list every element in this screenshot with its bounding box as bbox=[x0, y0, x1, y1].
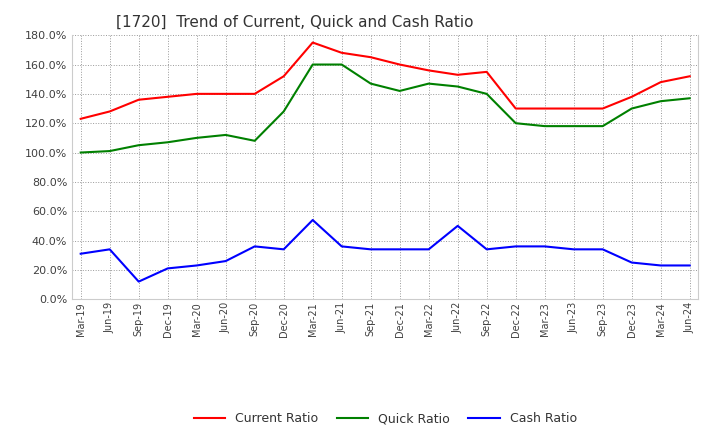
Cash Ratio bbox=[395, 247, 404, 252]
Current Ratio bbox=[395, 62, 404, 67]
Line: Quick Ratio: Quick Ratio bbox=[81, 65, 690, 153]
Quick Ratio bbox=[657, 99, 665, 104]
Quick Ratio bbox=[454, 84, 462, 89]
Quick Ratio bbox=[279, 109, 288, 114]
Line: Cash Ratio: Cash Ratio bbox=[81, 220, 690, 282]
Cash Ratio bbox=[511, 244, 520, 249]
Current Ratio bbox=[657, 80, 665, 85]
Current Ratio bbox=[627, 94, 636, 99]
Quick Ratio bbox=[511, 121, 520, 126]
Current Ratio bbox=[454, 72, 462, 77]
Current Ratio bbox=[221, 91, 230, 96]
Cash Ratio bbox=[308, 217, 317, 223]
Quick Ratio bbox=[221, 132, 230, 138]
Quick Ratio bbox=[135, 143, 143, 148]
Cash Ratio bbox=[627, 260, 636, 265]
Quick Ratio bbox=[395, 88, 404, 94]
Cash Ratio bbox=[482, 247, 491, 252]
Cash Ratio bbox=[338, 244, 346, 249]
Quick Ratio bbox=[598, 124, 607, 129]
Quick Ratio bbox=[192, 135, 201, 140]
Cash Ratio bbox=[163, 266, 172, 271]
Current Ratio bbox=[135, 97, 143, 103]
Quick Ratio bbox=[76, 150, 85, 155]
Text: [1720]  Trend of Current, Quick and Cash Ratio: [1720] Trend of Current, Quick and Cash … bbox=[116, 15, 473, 30]
Cash Ratio bbox=[598, 247, 607, 252]
Current Ratio bbox=[163, 94, 172, 99]
Current Ratio bbox=[251, 91, 259, 96]
Current Ratio bbox=[424, 68, 433, 73]
Current Ratio bbox=[511, 106, 520, 111]
Quick Ratio bbox=[366, 81, 375, 86]
Quick Ratio bbox=[685, 95, 694, 101]
Cash Ratio bbox=[541, 244, 549, 249]
Quick Ratio bbox=[424, 81, 433, 86]
Cash Ratio bbox=[454, 223, 462, 228]
Quick Ratio bbox=[482, 91, 491, 96]
Current Ratio bbox=[482, 69, 491, 74]
Current Ratio bbox=[366, 55, 375, 60]
Quick Ratio bbox=[251, 138, 259, 143]
Current Ratio bbox=[192, 91, 201, 96]
Quick Ratio bbox=[541, 124, 549, 129]
Cash Ratio bbox=[685, 263, 694, 268]
Current Ratio bbox=[541, 106, 549, 111]
Cash Ratio bbox=[221, 258, 230, 264]
Current Ratio bbox=[279, 73, 288, 79]
Quick Ratio bbox=[570, 124, 578, 129]
Cash Ratio bbox=[657, 263, 665, 268]
Current Ratio bbox=[685, 73, 694, 79]
Quick Ratio bbox=[627, 106, 636, 111]
Current Ratio bbox=[76, 116, 85, 121]
Current Ratio bbox=[570, 106, 578, 111]
Cash Ratio bbox=[105, 247, 114, 252]
Current Ratio bbox=[598, 106, 607, 111]
Current Ratio bbox=[338, 50, 346, 55]
Legend: Current Ratio, Quick Ratio, Cash Ratio: Current Ratio, Quick Ratio, Cash Ratio bbox=[189, 407, 582, 430]
Cash Ratio bbox=[192, 263, 201, 268]
Quick Ratio bbox=[338, 62, 346, 67]
Quick Ratio bbox=[105, 148, 114, 154]
Cash Ratio bbox=[366, 247, 375, 252]
Current Ratio bbox=[105, 109, 114, 114]
Cash Ratio bbox=[135, 279, 143, 284]
Cash Ratio bbox=[424, 247, 433, 252]
Quick Ratio bbox=[308, 62, 317, 67]
Cash Ratio bbox=[251, 244, 259, 249]
Line: Current Ratio: Current Ratio bbox=[81, 43, 690, 119]
Cash Ratio bbox=[279, 247, 288, 252]
Cash Ratio bbox=[76, 251, 85, 257]
Quick Ratio bbox=[163, 139, 172, 145]
Cash Ratio bbox=[570, 247, 578, 252]
Current Ratio bbox=[308, 40, 317, 45]
